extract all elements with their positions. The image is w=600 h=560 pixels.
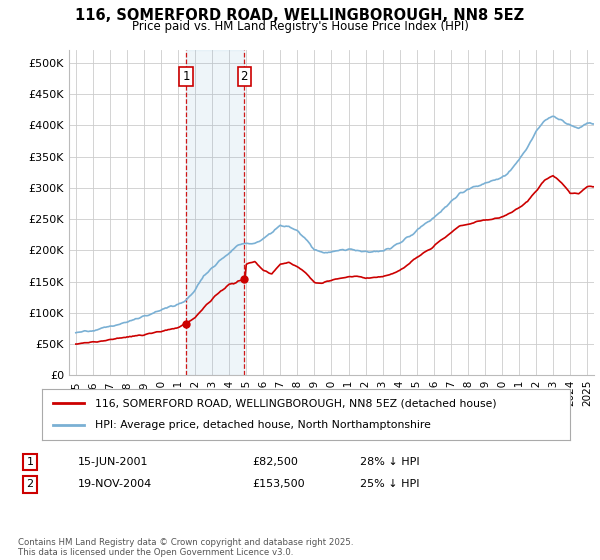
Text: £153,500: £153,500 — [252, 479, 305, 489]
Text: Price paid vs. HM Land Registry's House Price Index (HPI): Price paid vs. HM Land Registry's House … — [131, 20, 469, 32]
Text: 2: 2 — [26, 479, 34, 489]
Text: 25% ↓ HPI: 25% ↓ HPI — [360, 479, 419, 489]
Text: 116, SOMERFORD ROAD, WELLINGBOROUGH, NN8 5EZ: 116, SOMERFORD ROAD, WELLINGBOROUGH, NN8… — [76, 8, 524, 24]
Text: 2: 2 — [241, 70, 248, 83]
Text: Contains HM Land Registry data © Crown copyright and database right 2025.
This d: Contains HM Land Registry data © Crown c… — [18, 538, 353, 557]
Text: £82,500: £82,500 — [252, 457, 298, 467]
Text: 116, SOMERFORD ROAD, WELLINGBOROUGH, NN8 5EZ (detached house): 116, SOMERFORD ROAD, WELLINGBOROUGH, NN8… — [95, 398, 496, 408]
Text: 1: 1 — [182, 70, 190, 83]
Text: 28% ↓ HPI: 28% ↓ HPI — [360, 457, 419, 467]
Text: HPI: Average price, detached house, North Northamptonshire: HPI: Average price, detached house, Nort… — [95, 421, 431, 431]
Bar — [186, 50, 244, 375]
Text: 15-JUN-2001: 15-JUN-2001 — [78, 457, 149, 467]
Text: 19-NOV-2004: 19-NOV-2004 — [78, 479, 152, 489]
Text: 1: 1 — [26, 457, 34, 467]
